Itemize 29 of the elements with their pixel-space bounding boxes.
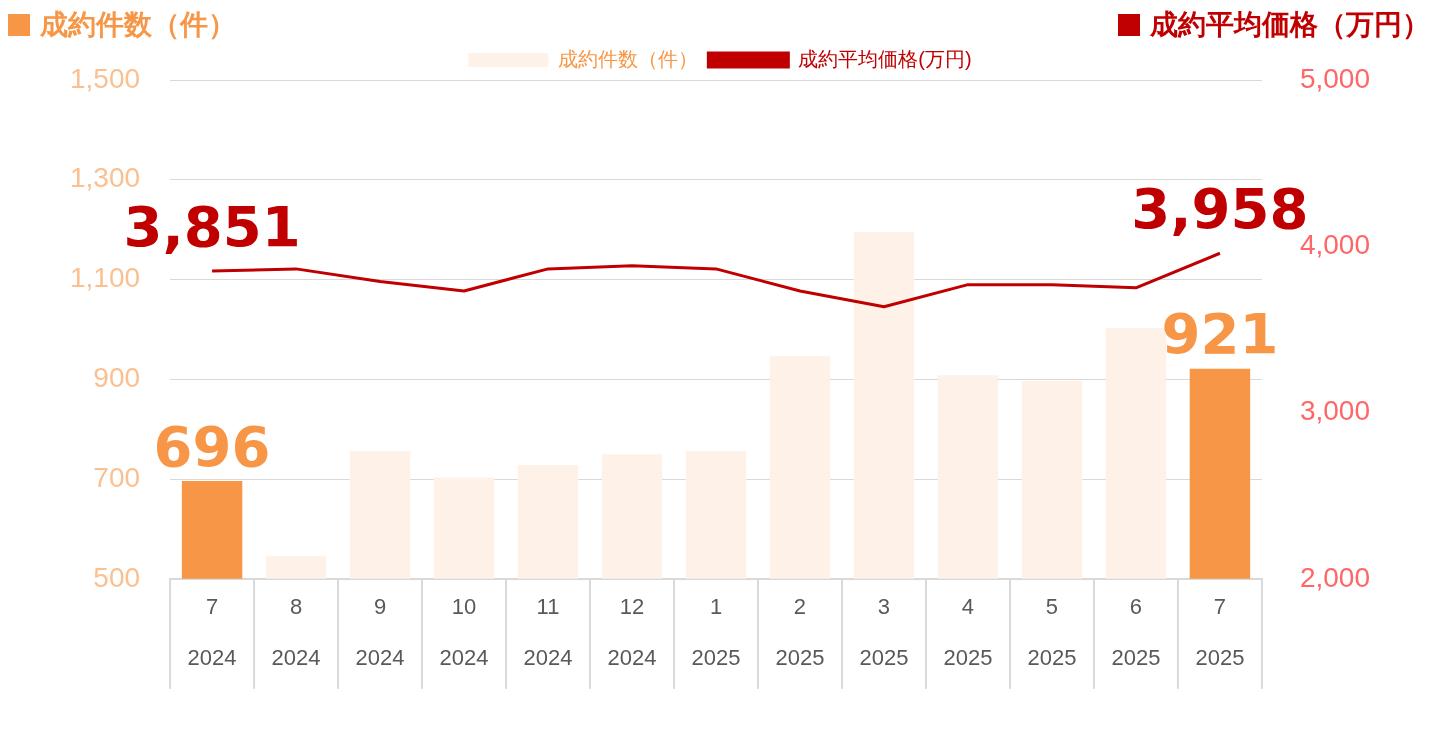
x-tick-label: 7 2024 — [187, 594, 237, 670]
y2-axis-title: 成約平均価格（万円） — [1150, 7, 1430, 43]
data-label: 696 — [153, 413, 271, 479]
y-axis-title: 成約件数（件） — [40, 7, 236, 43]
data-label: 921 — [1161, 301, 1279, 367]
x-tick-label: 8 2024 — [271, 594, 321, 670]
x-tick-label: 2 2025 — [775, 594, 825, 670]
y-tick-label: 700 — [93, 461, 141, 493]
y2-tick-label: 3,000 — [1299, 395, 1371, 427]
legend-label: 成約件数（件） — [558, 47, 699, 70]
y-tick-label: 900 — [93, 362, 141, 393]
y2-tick-label: 5,000 — [1299, 62, 1371, 94]
x-tick-label: 7 2025 — [1195, 594, 1245, 670]
x-tick-label: 5 2025 — [1027, 594, 1077, 670]
x-tick-label: 9 2024 — [355, 594, 405, 670]
x-tick-label: 1 2025 — [691, 594, 741, 670]
x-tick-label: 4 2025 — [943, 594, 993, 670]
x-tick-label: 10 2024 — [439, 594, 489, 670]
y-tick-label: 1,300 — [69, 162, 141, 194]
x-tick-label: 11 2024 — [523, 594, 573, 670]
y-tick-label: 500 — [93, 561, 141, 593]
y-tick-label: 1,100 — [69, 262, 141, 294]
legend-label: 成約平均価格(万円) — [798, 47, 972, 70]
data-label: 3,851 — [123, 193, 301, 259]
y-tick-label: 1,500 — [69, 62, 141, 94]
x-tick-label: 6 2025 — [1111, 594, 1161, 670]
x-tick-label: 3 2025 — [859, 594, 909, 670]
x-tick-label: 12 2024 — [607, 594, 657, 670]
y2-tick-label: 2,000 — [1299, 561, 1371, 593]
